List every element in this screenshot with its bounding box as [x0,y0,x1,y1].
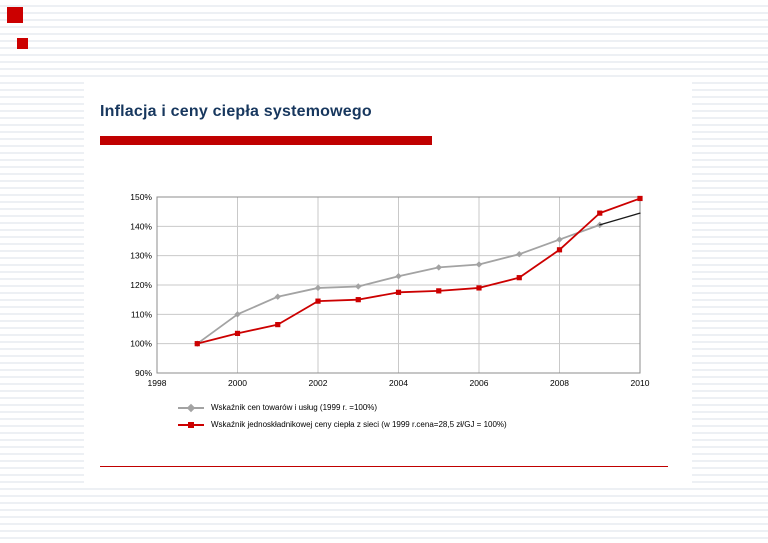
title-underline-bar [100,136,432,145]
svg-text:2002: 2002 [309,378,328,388]
legend-item-cpi: Wskaźnik cen towarów i usług (1999 r. =1… [178,399,507,416]
inflation-chart-svg: 90% 100% 110% 120% 130% 140% 150% 1998 2000 2002 2… [130,192,650,388]
svg-text:1998: 1998 [148,378,167,388]
legend-label-cpi: Wskaźnik cen towarów i usług (1999 r. =1… [211,403,378,412]
decor-red-square-large [7,7,23,23]
legend-label-heat-price: Wskaźnik jednoskładnikowej ceny ciepła z… [211,420,507,429]
svg-text:2004: 2004 [389,378,408,388]
legend-item-heat-price: Wskaźnik jednoskładnikowej ceny ciepła z… [178,416,507,433]
svg-text:140%: 140% [130,221,152,231]
slide-title: Inflacja i ceny ciepła systemowego [100,103,372,120]
svg-text:110%: 110% [131,309,153,319]
inflation-chart: 90% 100% 110% 120% 130% 140% 150% 1998 2000 2002 2… [115,185,675,400]
svg-text:100%: 100% [130,339,152,349]
heat-price-series-marker-icon [178,420,204,429]
svg-text:130%: 130% [130,251,152,261]
svg-text:150%: 150% [130,192,152,202]
chart-legend: Wskaźnik cen towarów i usług (1999 r. =1… [178,399,507,433]
svg-text:2006: 2006 [470,378,489,388]
svg-text:120%: 120% [130,280,152,290]
svg-text:2008: 2008 [550,378,569,388]
cpi-series-marker-icon [178,403,204,412]
bottom-accent-rule [100,466,668,467]
svg-text:2000: 2000 [228,378,247,388]
svg-text:2010: 2010 [631,378,650,388]
svg-text:90%: 90% [135,368,152,378]
decor-red-square-small [17,38,28,49]
